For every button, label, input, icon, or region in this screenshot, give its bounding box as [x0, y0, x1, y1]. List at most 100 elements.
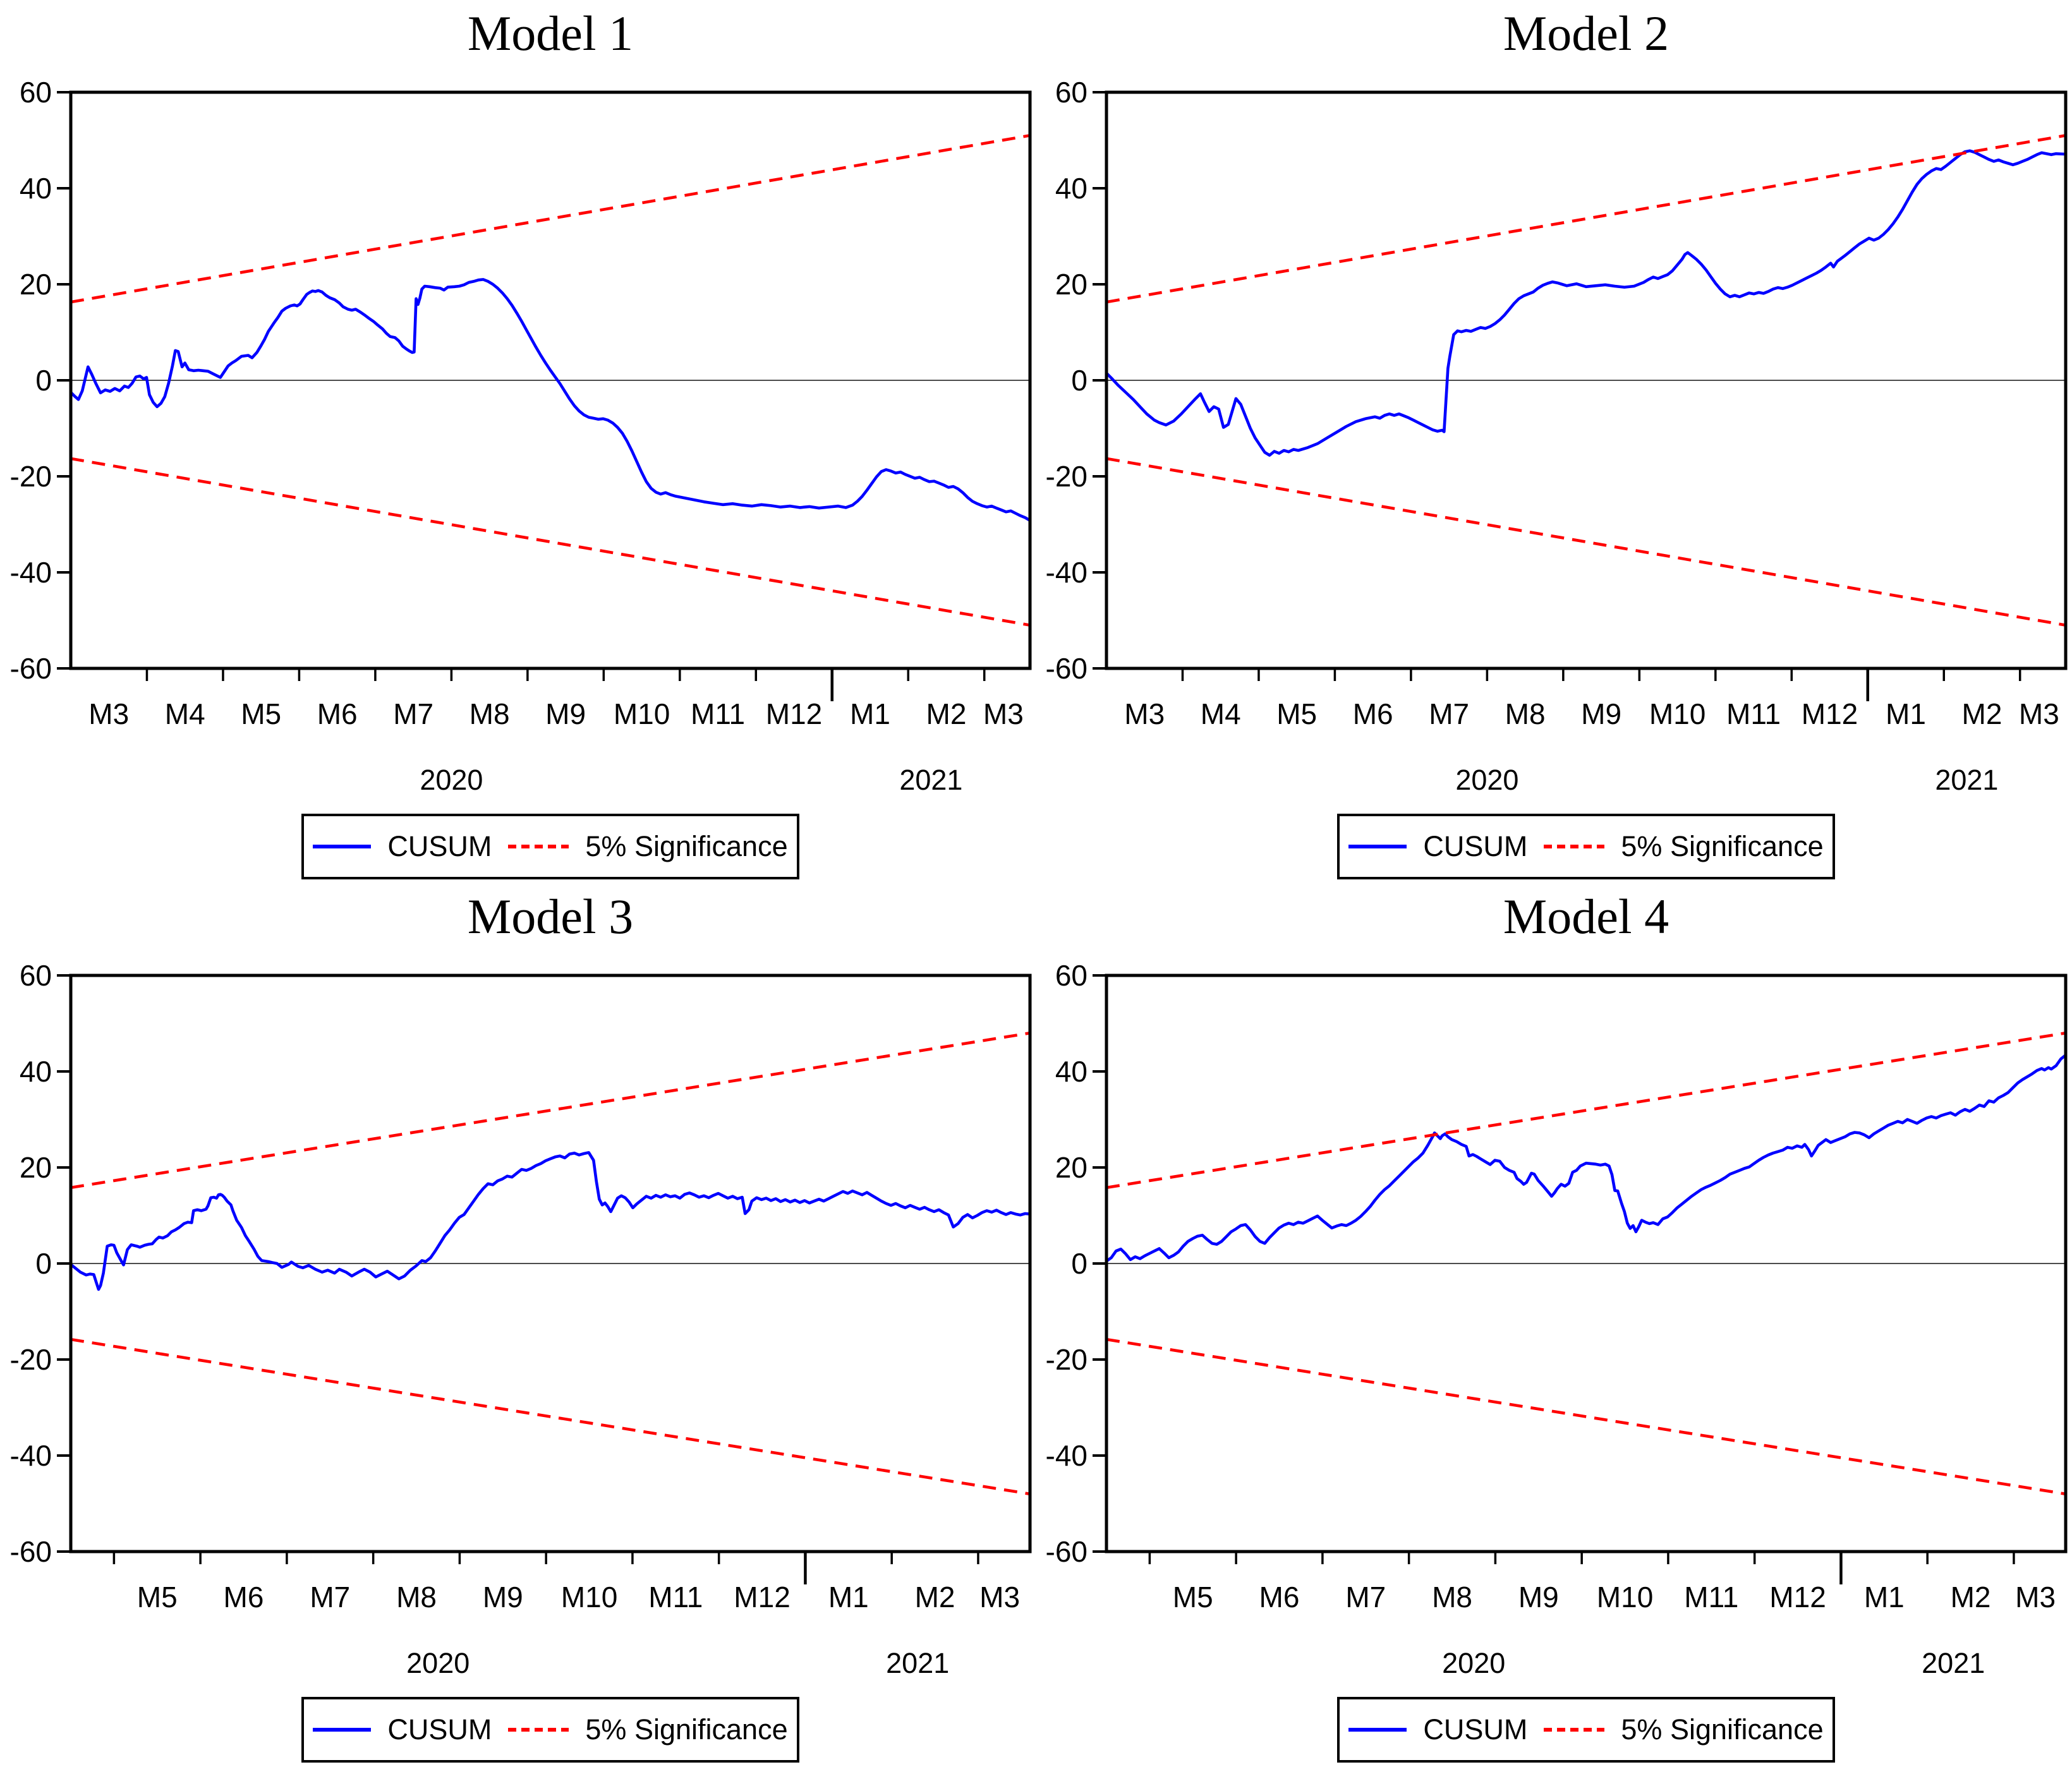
svg-text:M8: M8 — [470, 697, 510, 730]
svg-text:M1: M1 — [850, 697, 890, 730]
svg-text:M6: M6 — [1259, 1581, 1300, 1613]
svg-text:M11: M11 — [691, 697, 745, 730]
svg-text:20: 20 — [20, 268, 52, 301]
model-1-chart: 60 40 20 0 -20 -40 -60 M3 M4 M5 M6 M7 M8 M9 M10 M11 M12 M… — [10, 76, 1032, 796]
svg-text:M2: M2 — [1951, 1581, 1991, 1613]
svg-text:M3: M3 — [2015, 1581, 2056, 1613]
legend: CUSUM 5% Significance — [1337, 1697, 1835, 1763]
legend-label-significance: 5% Significance — [585, 830, 788, 862]
svg-text:40: 40 — [1055, 1055, 1087, 1088]
svg-text:40: 40 — [20, 1055, 52, 1088]
svg-text:-60: -60 — [1046, 1535, 1087, 1568]
legend-label-significance: 5% Significance — [585, 1713, 788, 1746]
svg-text:0: 0 — [35, 364, 52, 397]
panel-title-model-1: Model 1 — [467, 6, 634, 61]
svg-text:M8: M8 — [1505, 697, 1546, 730]
svg-text:M12: M12 — [766, 697, 822, 730]
svg-text:-60: -60 — [1046, 652, 1087, 685]
svg-text:M9: M9 — [483, 1581, 523, 1613]
legend: CUSUM 5% Significance — [1337, 814, 1835, 879]
svg-text:M3: M3 — [979, 1581, 1020, 1613]
legend-label-cusum: CUSUM — [1423, 830, 1528, 862]
svg-text:40: 40 — [20, 172, 52, 205]
panel-title-model-3: Model 3 — [467, 889, 634, 944]
svg-text:M3: M3 — [88, 697, 129, 730]
model-3-chart: 60 40 20 0 -20 -40 -60 M5 M6 M7 M8 M9 M10 M11 M12 M1 M2 M… — [10, 959, 1032, 1679]
svg-text:2020: 2020 — [420, 764, 483, 796]
svg-text:2020: 2020 — [1455, 764, 1518, 796]
svg-text:M1: M1 — [828, 1581, 869, 1613]
svg-text:0: 0 — [35, 1247, 52, 1280]
svg-text:20: 20 — [20, 1151, 52, 1184]
model-4-chart: 60 40 20 0 -20 -40 -60 M5 M6 M7 M8 M9 M10 M11 M12 M1 M2 M… — [1046, 959, 2068, 1679]
svg-text:M6: M6 — [1353, 697, 1393, 730]
legend-label-cusum: CUSUM — [1423, 1713, 1528, 1746]
svg-text:2021: 2021 — [886, 1647, 949, 1679]
panel-title-model-2: Model 2 — [1503, 6, 1669, 61]
svg-text:-20: -20 — [10, 460, 52, 493]
svg-text:M4: M4 — [1201, 697, 1241, 730]
svg-text:2021: 2021 — [1922, 1647, 1985, 1679]
svg-text:60: 60 — [1055, 76, 1087, 109]
svg-text:2020: 2020 — [406, 1647, 470, 1679]
significance-line-swatch — [508, 1728, 569, 1732]
svg-text:M5: M5 — [137, 1581, 178, 1613]
svg-text:M5: M5 — [241, 697, 281, 730]
svg-text:60: 60 — [20, 76, 52, 109]
svg-text:M9: M9 — [1581, 697, 1621, 730]
legend: CUSUM 5% Significance — [301, 1697, 799, 1763]
svg-text:-20: -20 — [10, 1343, 52, 1376]
svg-text:-20: -20 — [1046, 1343, 1087, 1376]
svg-text:-40: -40 — [1046, 1439, 1087, 1472]
svg-text:M10: M10 — [1649, 697, 1705, 730]
svg-text:M12: M12 — [1802, 697, 1858, 730]
svg-text:-60: -60 — [10, 1535, 52, 1568]
svg-text:M7: M7 — [393, 697, 433, 730]
svg-text:20: 20 — [1055, 268, 1087, 301]
svg-text:60: 60 — [1055, 959, 1087, 992]
svg-text:2021: 2021 — [899, 764, 962, 796]
significance-line-swatch — [1544, 1728, 1605, 1732]
cusum-line-swatch — [1348, 1728, 1407, 1732]
model-3-panel: Model 3 60 40 20 0 -20 -40 -60 M5 M6 M7 M8 M9 M10 M11… — [0, 883, 1036, 1766]
svg-text:M3: M3 — [2019, 697, 2059, 730]
cusum-line-swatch — [313, 845, 372, 848]
svg-text:2020: 2020 — [1442, 1647, 1505, 1679]
svg-text:M2: M2 — [915, 1581, 955, 1613]
svg-text:M4: M4 — [165, 697, 205, 730]
legend: CUSUM 5% Significance — [301, 814, 799, 879]
svg-text:M10: M10 — [614, 697, 670, 730]
svg-text:M6: M6 — [224, 1581, 264, 1613]
svg-text:-20: -20 — [1046, 460, 1087, 493]
model-1-panel: Model 1 60 40 20 0 -20 -40 -60 M3 M4 M5 M6 M7 M8 M9 M1… — [0, 0, 1036, 883]
model-2-panel: Model 2 60 40 20 0 -20 -40 -60 M3 M4 M5 M6 M7 M8 M9 M1… — [1036, 0, 2071, 883]
svg-text:-40: -40 — [1046, 556, 1087, 589]
legend-label-cusum: CUSUM — [387, 830, 492, 862]
svg-text:M1: M1 — [1864, 1581, 1905, 1613]
svg-text:M3: M3 — [983, 697, 1024, 730]
svg-text:M1: M1 — [1886, 697, 1926, 730]
cusum-line-swatch — [1348, 845, 1407, 848]
svg-text:M11: M11 — [1684, 1581, 1738, 1613]
svg-text:20: 20 — [1055, 1151, 1087, 1184]
svg-text:M9: M9 — [545, 697, 586, 730]
panel-title-model-4: Model 4 — [1503, 889, 1669, 944]
svg-text:M2: M2 — [926, 697, 967, 730]
svg-text:M11: M11 — [1726, 697, 1781, 730]
legend-label-significance: 5% Significance — [1621, 1713, 1824, 1746]
svg-text:40: 40 — [1055, 172, 1087, 205]
svg-text:M3: M3 — [1124, 697, 1165, 730]
svg-text:M5: M5 — [1276, 697, 1317, 730]
svg-text:M7: M7 — [1345, 1581, 1386, 1613]
svg-text:M8: M8 — [1432, 1581, 1472, 1613]
svg-text:60: 60 — [20, 959, 52, 992]
svg-text:0: 0 — [1071, 364, 1087, 397]
svg-text:M7: M7 — [310, 1581, 350, 1613]
svg-text:M6: M6 — [317, 697, 358, 730]
legend-label-cusum: CUSUM — [387, 1713, 492, 1746]
svg-text:-60: -60 — [10, 652, 52, 685]
svg-text:M11: M11 — [648, 1581, 703, 1613]
model-2-chart: 60 40 20 0 -20 -40 -60 M3 M4 M5 M6 M7 M8 M9 M10 M11 M12 M… — [1046, 76, 2068, 796]
legend-label-significance: 5% Significance — [1621, 830, 1824, 862]
